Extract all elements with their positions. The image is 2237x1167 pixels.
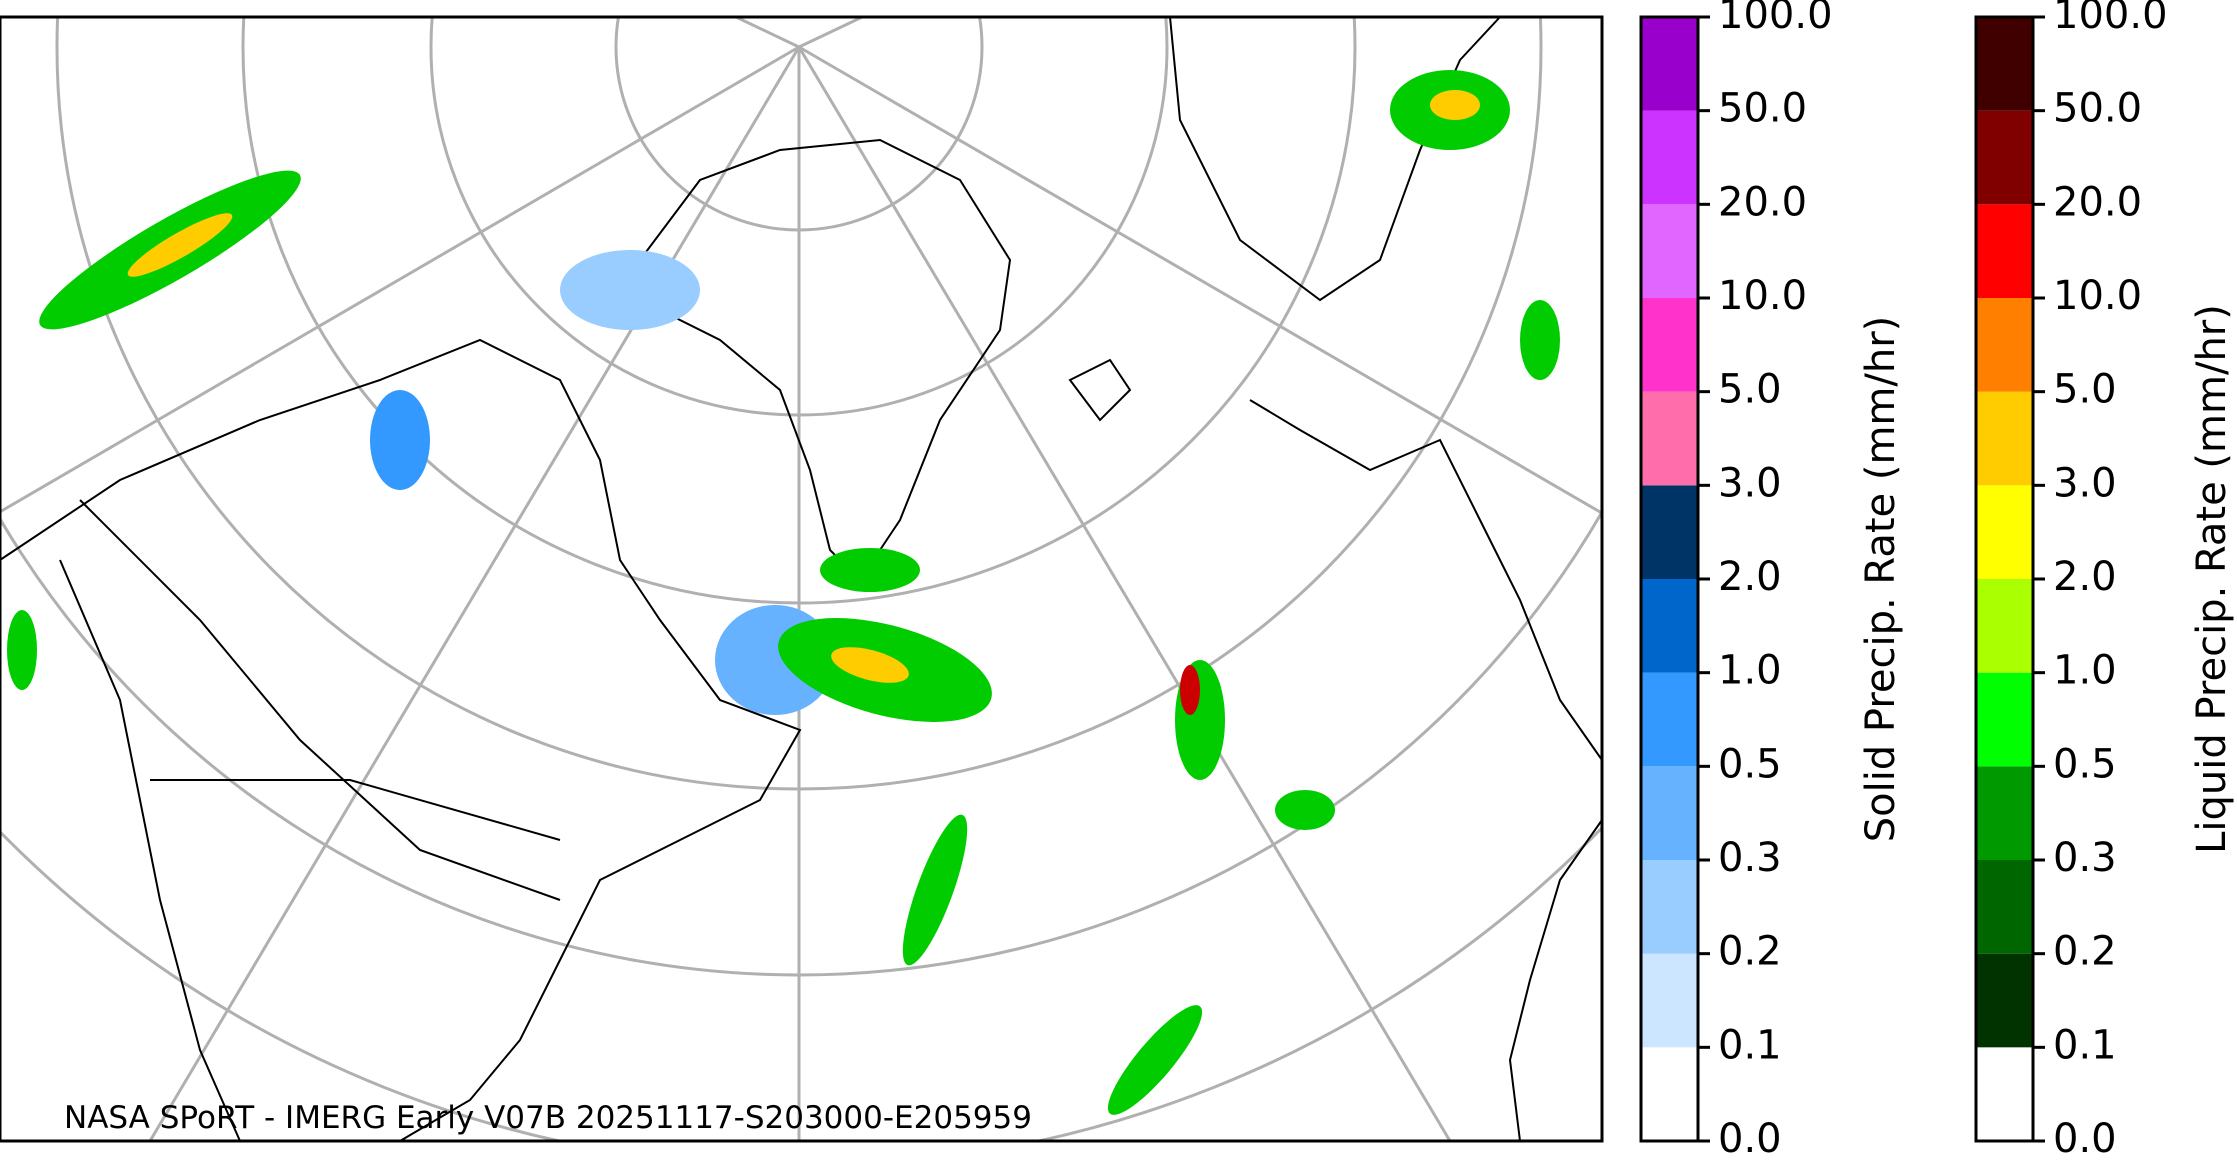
colorbar-segment xyxy=(1641,1047,1698,1141)
colorbar-tick-label: 3.0 xyxy=(1718,460,1782,506)
colorbar-tick-label: 2.0 xyxy=(2053,554,2117,600)
colorbar-tick-label: 2.0 xyxy=(1718,554,1782,600)
colorbar-label: Liquid Precip. Rate (mm/hr) xyxy=(2189,304,2235,854)
colorbar-segment xyxy=(1976,860,2033,954)
colorbar-tick-label: 3.0 xyxy=(2053,460,2117,506)
colorbar-tick-label: 0.0 xyxy=(2053,1116,2117,1162)
colorbar-segment xyxy=(1641,391,1698,486)
colorbar-segment xyxy=(1976,579,2033,673)
map xyxy=(0,17,1602,1141)
colorbar-tick-label: 1.0 xyxy=(1718,648,1782,694)
caption: NASA SPoRT - IMERG Early V07B 20251117-S… xyxy=(64,1100,1032,1136)
precipitation xyxy=(7,70,1560,1115)
colorbar-segment xyxy=(1976,391,2033,486)
colorbar-tick-label: 100.0 xyxy=(1718,0,1833,38)
colorbar-tick-label: 0.1 xyxy=(1718,1022,1782,1068)
colorbar-segment xyxy=(1641,766,1698,860)
colorbar-segment xyxy=(1641,298,1698,392)
colorbar-segment xyxy=(1976,204,2033,298)
colorbar-segment xyxy=(1641,204,1698,298)
colorbar-tick-label: 50.0 xyxy=(1718,86,1807,132)
colorbar-segment xyxy=(1641,953,1698,1048)
colorbar-segment xyxy=(1976,766,2033,860)
colorbar-tick-label: 20.0 xyxy=(2053,179,2142,225)
colorbar-label: Solid Precip. Rate (mm/hr) xyxy=(1858,316,1904,843)
colorbar-tick-label: 0.5 xyxy=(2053,741,2117,787)
colorbar-tick-label: 1.0 xyxy=(2053,648,2117,694)
colorbar-tick-label: 5.0 xyxy=(1718,367,1782,413)
colorbar-segment xyxy=(1976,672,2033,767)
coastlines xyxy=(0,17,1602,1141)
colorbar-tick-label: 0.0 xyxy=(1718,1116,1782,1162)
colorbar-tick-label: 0.3 xyxy=(1718,835,1782,881)
colorbar-tick-label: 50.0 xyxy=(2053,86,2142,132)
colorbar-tick-label: 10.0 xyxy=(2053,273,2142,319)
colorbar-tick-label: 10.0 xyxy=(1718,273,1807,319)
colorbar-segment xyxy=(1976,485,2033,579)
colorbar-segment xyxy=(1641,17,1698,111)
colorbar-segment xyxy=(1641,579,1698,673)
colorbar-tick-label: 0.3 xyxy=(2053,835,2117,881)
colorbar-tick-label: 20.0 xyxy=(1718,179,1807,225)
colorbar-segment xyxy=(1976,110,2033,205)
colorbar-segment xyxy=(1976,298,2033,392)
colorbar-segment xyxy=(1641,860,1698,954)
colorbar-tick-label: 0.1 xyxy=(2053,1022,2117,1068)
colorbar-segment xyxy=(1641,110,1698,205)
graticule xyxy=(0,17,1602,1141)
colorbar-segment xyxy=(1641,672,1698,767)
colorbar-tick-label: 0.5 xyxy=(1718,741,1782,787)
colorbar-segment xyxy=(1976,17,2033,111)
colorbar-segment xyxy=(1976,1047,2033,1141)
colorbar-tick-label: 100.0 xyxy=(2053,0,2168,38)
colorbar-tick-label: 5.0 xyxy=(2053,367,2117,413)
map-frame xyxy=(0,15,1604,1143)
colorbar-segment xyxy=(1641,485,1698,579)
colorbar-segment xyxy=(1976,953,2033,1048)
colorbar-tick-label: 0.2 xyxy=(1718,929,1782,975)
colorbar-tick-label: 0.2 xyxy=(2053,929,2117,975)
